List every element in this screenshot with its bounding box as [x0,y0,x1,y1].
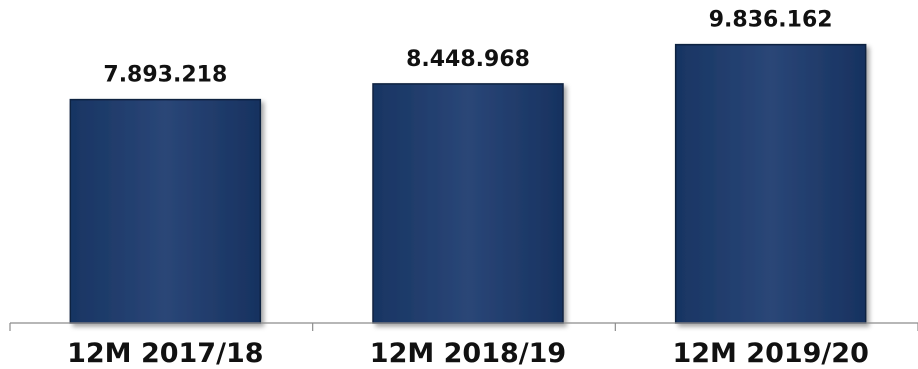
x-tick-label-1: 12M 2017/18 [67,338,263,369]
bar-3 [674,43,867,324]
x-tick-label-3: 12M 2019/20 [672,338,868,369]
bar-1 [69,98,262,324]
labels-layer: 7.893.218 12M 2017/18 8.448.968 12M 2018/19… [67,8,869,369]
bar-2 [372,83,564,324]
data-label-3: 9.836.162 [709,8,833,33]
bars-layer [69,43,867,324]
x-tick-label-2: 12M 2018/19 [370,338,566,369]
data-label-2: 8.448.968 [406,47,530,72]
data-label-1: 7.893.218 [103,63,227,88]
x-axis [9,322,918,331]
